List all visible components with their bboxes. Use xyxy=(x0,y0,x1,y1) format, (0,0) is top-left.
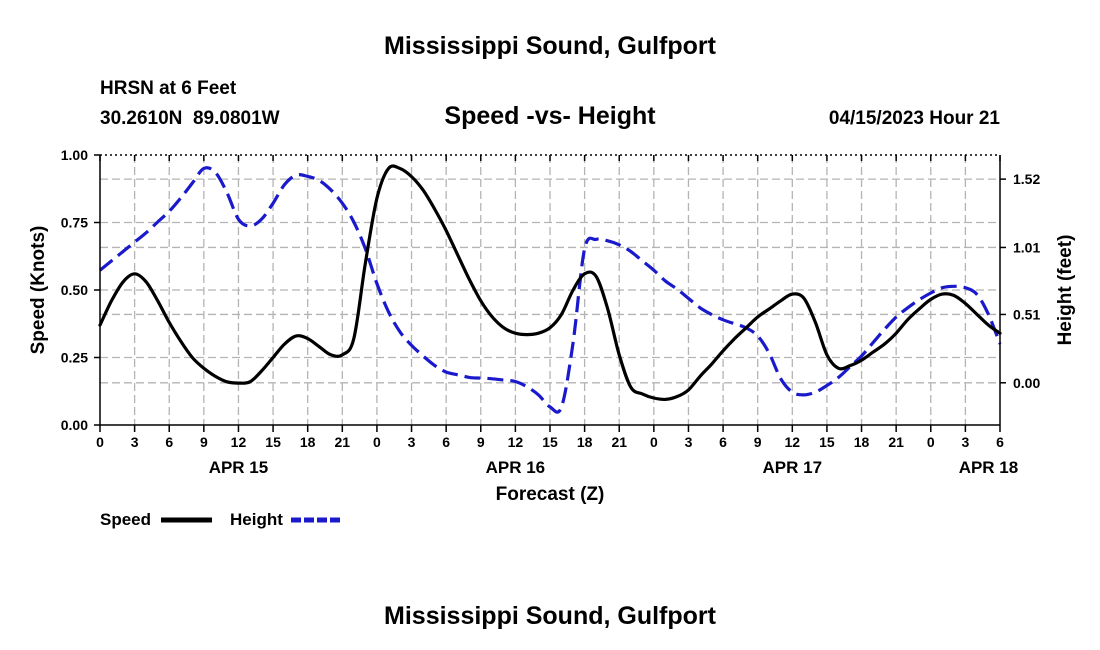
chart-subtitle: Speed -vs- Height xyxy=(444,102,656,130)
x-tick-label: 18 xyxy=(300,434,316,450)
x-tick-label: 12 xyxy=(231,434,247,450)
x-tick-label: 6 xyxy=(442,434,450,450)
x-date-label: APR 15 xyxy=(209,458,269,477)
x-tick-label: 18 xyxy=(854,434,870,450)
x-tick-label: 9 xyxy=(477,434,485,450)
x-tick-label: 9 xyxy=(754,434,762,450)
left-axis-ticks: 0.00 0.25 0.50 0.75 1.00 xyxy=(61,147,100,433)
x-date-label: APR 16 xyxy=(486,458,546,477)
x-tick-label: 21 xyxy=(888,434,904,450)
x-tick-label: 18 xyxy=(577,434,593,450)
x-tick-label: 12 xyxy=(785,434,801,450)
x-tick-label: 6 xyxy=(996,434,1004,450)
x-axis-ticks: 0 3 6 9 12 15 18 21 0 3 6 9 12 15 18 21 0 3 6 9 12 15 18 21 0 3 6 xyxy=(96,155,1004,450)
x-axis-label: Forecast (Z) xyxy=(496,484,605,505)
x-tick-label: 3 xyxy=(961,434,969,450)
y-left-tick-label: 0.50 xyxy=(61,282,88,298)
x-tick-label: 0 xyxy=(373,434,381,450)
x-tick-label: 15 xyxy=(819,434,835,450)
speed-series-line xyxy=(98,164,1002,402)
x-tick-label: 3 xyxy=(408,434,416,450)
x-tick-label: 15 xyxy=(542,434,558,450)
y-right-tick-label: 0.00 xyxy=(1013,375,1040,391)
station-name: HRSN at 6 Feet xyxy=(100,78,237,99)
height-series-line xyxy=(99,166,1002,414)
x-date-label: APR 17 xyxy=(763,458,823,477)
x-tick-label: 21 xyxy=(611,434,627,450)
x-tick-label: 12 xyxy=(508,434,524,450)
y-right-tick-label: 1.01 xyxy=(1013,239,1040,255)
station-coords: 30.2610N 89.0801W xyxy=(100,108,280,129)
forecast-timestamp: 04/15/2023 Hour 21 xyxy=(829,108,1001,129)
legend-height-label: Height xyxy=(230,510,283,529)
y-axis-left-label: Speed (Knots) xyxy=(28,226,49,355)
chart-main-title: Mississippi Sound, Gulfport xyxy=(384,32,717,60)
x-tick-label: 9 xyxy=(200,434,208,450)
footer-title: Mississippi Sound, Gulfport xyxy=(384,602,717,630)
x-tick-label: 0 xyxy=(96,434,104,450)
y-left-tick-label: 1.00 xyxy=(61,147,88,163)
x-tick-label: 0 xyxy=(927,434,935,450)
y-axis-right-label: Height (feet) xyxy=(1055,235,1076,346)
right-axis-ticks: 0.00 0.51 1.01 1.52 xyxy=(1000,171,1040,391)
x-tick-label: 15 xyxy=(265,434,281,450)
y-left-tick-label: 0.00 xyxy=(61,417,88,433)
grid-lines xyxy=(100,155,1000,425)
x-tick-label: 0 xyxy=(650,434,658,450)
y-left-tick-label: 0.25 xyxy=(61,350,88,366)
y-left-tick-label: 0.75 xyxy=(61,215,88,231)
x-axis-date-labels: APR 15 APR 16 APR 17 APR 18 xyxy=(209,458,1019,477)
x-tick-label: 6 xyxy=(719,434,727,450)
x-date-label: APR 18 xyxy=(959,458,1019,477)
y-right-tick-label: 0.51 xyxy=(1013,306,1040,322)
y-right-tick-label: 1.52 xyxy=(1013,171,1040,187)
x-tick-label: 6 xyxy=(165,434,173,450)
x-tick-label: 3 xyxy=(131,434,139,450)
legend-speed-label: Speed xyxy=(100,510,151,529)
x-tick-label: 21 xyxy=(335,434,351,450)
x-tick-label: 3 xyxy=(685,434,693,450)
legend: Speed Height xyxy=(100,510,342,529)
series-lines xyxy=(98,164,1002,414)
